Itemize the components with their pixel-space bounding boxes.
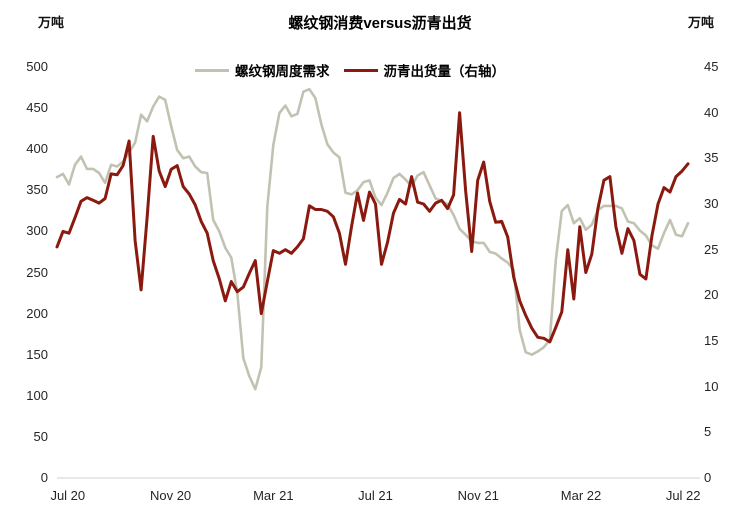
left-axis-tick-label: 200: [26, 305, 48, 321]
x-axis-tick-label: Nov 21: [457, 488, 499, 503]
left-axis-tick-label: 150: [26, 346, 48, 362]
right-axis-tick-label: 40: [704, 104, 719, 120]
right-axis-unit-label: 万吨: [688, 15, 715, 30]
left-axis-tick-label: 300: [26, 223, 48, 239]
x-axis-tick-label: Jul 21: [358, 488, 393, 503]
left-axis-tick-label: 350: [26, 182, 48, 198]
right-axis-tick-label: 5: [704, 424, 712, 440]
left-axis-tick-label: 100: [26, 387, 48, 403]
x-axis-tick-label: Mar 21: [253, 488, 294, 503]
left-axis-tick-label: 400: [26, 141, 48, 157]
x-axis-tick-label: Nov 20: [149, 488, 192, 503]
legend-label-asphalt: 沥青出货量（右轴）: [383, 64, 506, 79]
asphalt-line-swatch-icon: [343, 68, 378, 72]
right-axis-tick-label: 30: [704, 196, 719, 211]
left-axis-tick-label: 250: [26, 264, 48, 280]
right-axis-tick-label: 25: [704, 241, 719, 257]
left-axis-tick-label: 50: [33, 428, 48, 444]
left-axis-tick-label: 0: [40, 470, 48, 485]
left-axis-tick-label: 500: [26, 59, 48, 74]
left-axis-tick-label: 450: [26, 100, 48, 116]
x-axis-tick-label: Jul 22: [665, 488, 701, 503]
right-axis-tick-label: 10: [704, 378, 719, 394]
asphalt-shipment-line: [55, 111, 690, 344]
rebar-demand-line: [55, 87, 690, 391]
legend-item-rebar: 螺纹钢周度需求: [195, 60, 330, 80]
x-axis-tick-label: Mar 22: [560, 488, 602, 503]
legend-item-asphalt: 沥青出货量（右轴）: [343, 60, 506, 80]
right-axis-tick-label: 15: [704, 333, 719, 348]
chart-title: 螺纹钢消费versus沥青出货: [288, 15, 472, 32]
left-axis-unit-label: 万吨: [38, 15, 65, 30]
chart-legend: 螺纹钢周度需求 沥青出货量（右轴）: [0, 60, 700, 80]
legend-label-rebar: 螺纹钢周度需求: [235, 64, 330, 79]
right-axis-tick-label: 0: [704, 470, 712, 485]
right-axis-tick-label: 20: [704, 287, 719, 303]
right-axis-tick-label: 35: [704, 150, 719, 166]
right-axis-tick-label: 45: [704, 59, 719, 74]
x-axis-tick-label: Jul 20: [50, 488, 86, 503]
rebar-line-swatch-icon: [195, 68, 229, 72]
